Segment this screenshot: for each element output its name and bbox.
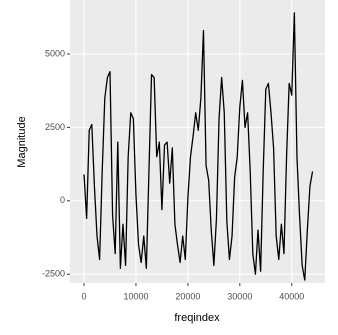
x-tick-label: 0 — [82, 291, 87, 301]
x-tick-label: 40000 — [279, 291, 304, 301]
x-tick-label: 30000 — [227, 291, 252, 301]
y-axis-label: Magnitude — [16, 116, 28, 167]
y-tick-label: 5000 — [45, 48, 65, 58]
x-tick-label: 10000 — [123, 291, 148, 301]
x-tick-label: 20000 — [175, 291, 200, 301]
y-tick-label: -2500 — [42, 269, 65, 279]
y-tick-label: 0 — [60, 195, 65, 205]
x-axis-label: freqindex — [174, 312, 220, 324]
y-tick-label: 2500 — [45, 122, 65, 132]
line — [83, 12, 314, 281]
